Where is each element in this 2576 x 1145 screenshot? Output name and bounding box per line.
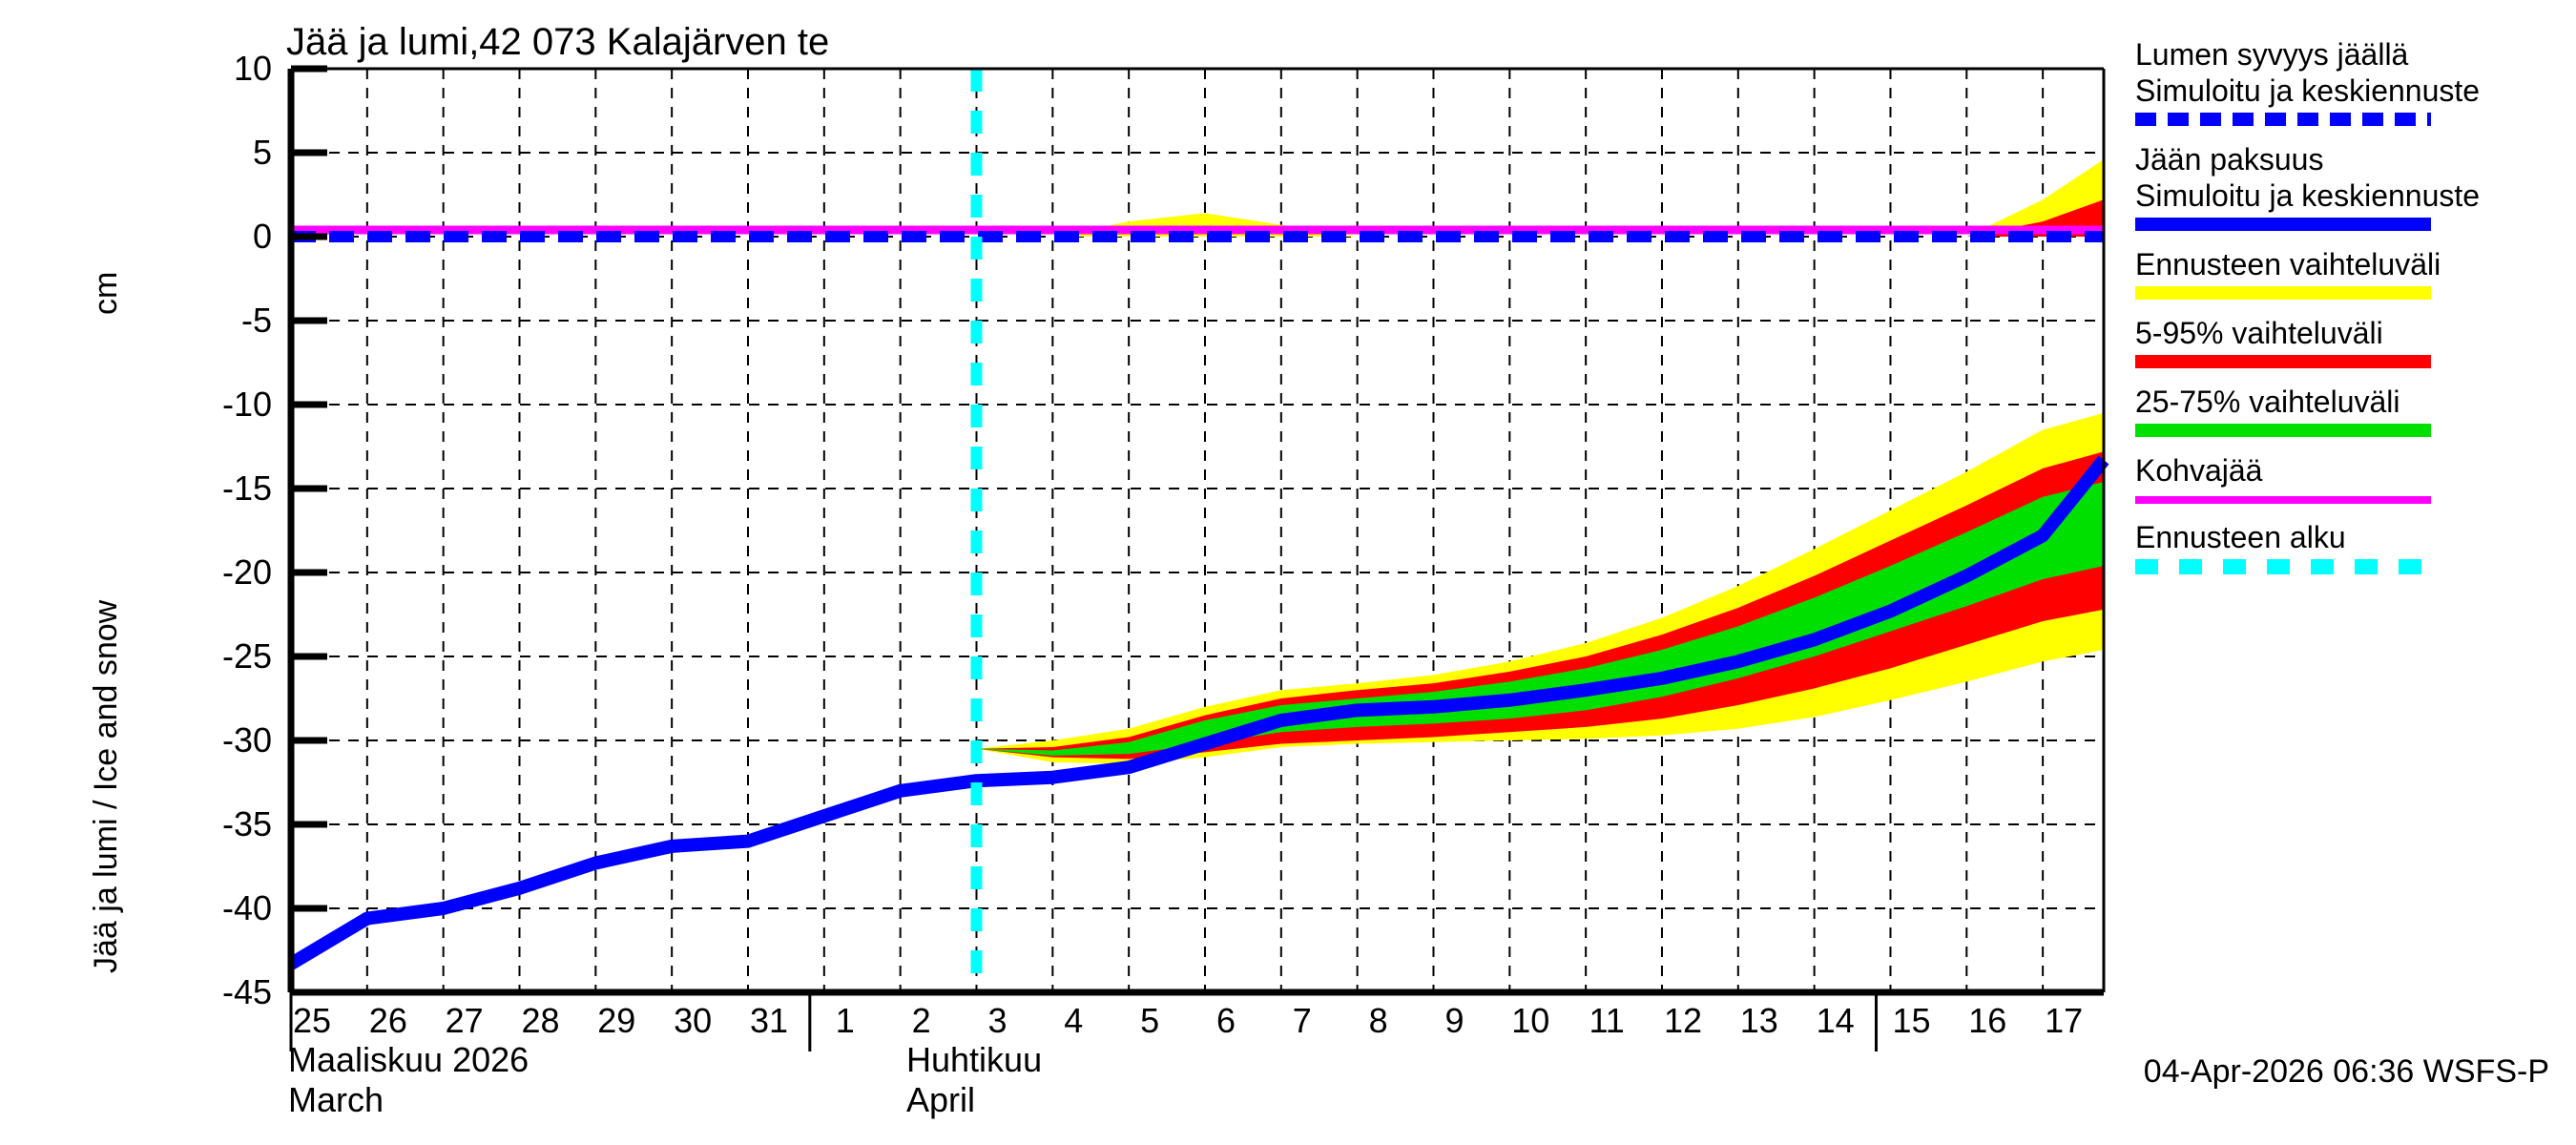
x-tick-label: 26: [368, 1001, 407, 1040]
legend-item-title: Ennusteen vaihteluväli: [2135, 247, 2441, 281]
month-label-april: Huhtikuu April: [906, 1040, 1042, 1120]
x-tick-label: 31: [749, 1001, 788, 1040]
legend-item[interactable]: Jään paksuus Simuloitu ja keskiennuste: [2135, 141, 2576, 231]
legend-item[interactable]: Ennusteen vaihteluväli: [2135, 246, 2576, 300]
x-tick-label: 28: [521, 1001, 560, 1040]
x-tick-label: 12: [1663, 1001, 1702, 1040]
legend-swatch-solid-magenta: [2135, 496, 2431, 504]
legend-swatch-solid-blue: [2135, 218, 2431, 231]
x-tick-label: 29: [597, 1001, 636, 1040]
page-title: Jää ja lumi,42 073 Kalajärven te: [286, 21, 830, 63]
chart-legend: Lumen syvyys jäällä Simuloitu ja keskienn…: [2135, 36, 2576, 590]
x-tick-label: 8: [1368, 1001, 1388, 1040]
legend-item[interactable]: Ennusteen alku: [2135, 519, 2576, 574]
y-tick-label: -35: [221, 804, 272, 843]
y-tick-label: -10: [221, 385, 272, 424]
x-tick-label: 7: [1292, 1001, 1312, 1040]
forecast-bands: [976, 159, 2105, 764]
y-tick-label: 10: [233, 49, 272, 88]
x-tick-label: 2: [911, 1001, 931, 1040]
x-tick-label: 5: [1140, 1001, 1160, 1040]
x-tick-label: 11: [1589, 1001, 1625, 1040]
y-axis-unit: cm: [88, 271, 124, 315]
legend-swatch-dashed-cyan: [2135, 559, 2431, 574]
legend-item-title: Ennusteen alku: [2135, 520, 2346, 554]
month-en: April: [906, 1080, 976, 1119]
y-tick-label: 0: [252, 217, 272, 256]
grid-lines: [291, 69, 2104, 993]
x-tick-label: 1: [835, 1001, 855, 1040]
y-tick-label: -30: [221, 720, 272, 760]
legend-item-subtitle: Simuloitu ja keskiennuste: [2135, 73, 2481, 108]
legend-item-title: Kohvajää: [2135, 453, 2263, 488]
legend-swatch-solid-green: [2135, 424, 2431, 437]
month-label-march: Maaliskuu 2026 March: [288, 1040, 529, 1120]
snow-band-range: [976, 159, 2105, 237]
legend-item-title: Jään paksuus: [2135, 142, 2324, 177]
x-tick-label: 4: [1064, 1001, 1084, 1040]
y-tick-label: -20: [221, 552, 272, 592]
legend-swatch-solid-yellow: [2135, 286, 2431, 300]
legend-swatch-solid-red: [2135, 355, 2431, 368]
x-tick-label: 14: [1816, 1001, 1855, 1040]
footer-timestamp: 04-Apr-2026 06:36 WSFS-P: [2143, 1053, 2549, 1090]
x-tick-label: 16: [1968, 1001, 2007, 1040]
x-tick-label: 27: [445, 1001, 484, 1040]
x-tick-label: 9: [1444, 1001, 1465, 1040]
y-axis-label: Jää ja lumi / Ice and snow: [88, 599, 124, 973]
y-tick-label: -25: [221, 636, 272, 676]
x-tick-label: 15: [1892, 1001, 1931, 1040]
x-tick-label: 17: [2045, 1001, 2084, 1040]
legend-item[interactable]: 25-75% vaihteluväli: [2135, 384, 2576, 437]
legend-item[interactable]: Lumen syvyys jäällä Simuloitu ja keskienn…: [2135, 36, 2576, 126]
legend-swatch-dashed-blue: [2135, 113, 2431, 126]
legend-item-title: 5-95% vaihteluväli: [2135, 316, 2383, 350]
y-tick-label: 5: [252, 133, 272, 172]
month-fi: Huhtikuu: [906, 1040, 1043, 1079]
y-tick-label: -45: [221, 972, 272, 1011]
axis-frame: [287, 65, 2106, 1051]
legend-item-title: 25-75% vaihteluväli: [2135, 385, 2400, 419]
legend-item[interactable]: 5-95% vaihteluväli: [2135, 315, 2576, 368]
x-tick-label: 10: [1511, 1001, 1550, 1040]
month-en: March: [288, 1080, 384, 1119]
x-tick-label: 3: [987, 1001, 1008, 1040]
x-tick-label: 13: [1739, 1001, 1778, 1040]
month-fi: Maaliskuu 2026: [288, 1040, 530, 1079]
y-tick-label: -5: [240, 301, 272, 340]
legend-item-subtitle: Simuloitu ja keskiennuste: [2135, 178, 2481, 213]
x-tick-label: 30: [674, 1001, 713, 1040]
legend-item[interactable]: Kohvajää: [2135, 452, 2576, 504]
y-tick-label: -40: [221, 888, 272, 927]
y-tick-label: -15: [221, 468, 272, 508]
x-tick-label: 6: [1215, 1001, 1236, 1040]
data-series: [287, 225, 2109, 970]
x-tick-label: 25: [292, 1001, 332, 1040]
legend-item-title: Lumen syvyys jäällä: [2135, 37, 2409, 72]
series-ice-thickness: [287, 455, 2109, 970]
ice-band-5-95: [976, 451, 2105, 760]
